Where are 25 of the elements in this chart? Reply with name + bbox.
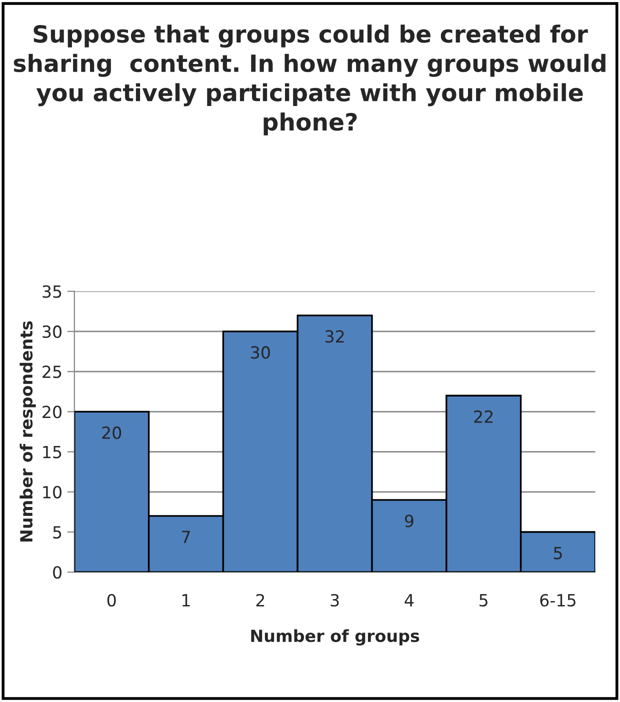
x-axis-title: Number of groups bbox=[251, 629, 420, 646]
y-tick-label: 30 bbox=[42, 325, 62, 338]
x-tick-label: 6-15 bbox=[540, 594, 576, 607]
y-tick-label: 5 bbox=[53, 526, 62, 539]
x-tick-label: 4 bbox=[404, 594, 414, 606]
y-axis-title: Number of respondents bbox=[20, 321, 36, 542]
y-tick-label: 35 bbox=[42, 285, 62, 298]
data-label: 32 bbox=[325, 330, 344, 343]
x-tick-label: 1 bbox=[182, 594, 190, 606]
data-label: 7 bbox=[182, 530, 190, 544]
data-label: 30 bbox=[251, 346, 270, 359]
chart-title: Suppose that groups could be created for sharing content. In how many groups would you actively participate with your mobile phone? bbox=[14, 24, 606, 136]
y-tick-label: 15 bbox=[43, 446, 62, 458]
data-label: 9 bbox=[404, 514, 414, 528]
x-tick-label: 3 bbox=[330, 594, 339, 607]
y-tick-label: 10 bbox=[43, 486, 62, 498]
x-tick-label: 2 bbox=[256, 594, 264, 606]
data-label: 5 bbox=[554, 546, 562, 560]
data-label: 20 bbox=[102, 426, 122, 439]
y-tick-label: 20 bbox=[42, 406, 62, 418]
y-tick-label: 0 bbox=[53, 566, 62, 579]
x-tick-label: 5 bbox=[480, 594, 488, 607]
y-tick-label: 25 bbox=[42, 366, 62, 378]
data-label: 22 bbox=[474, 410, 493, 423]
x-tick-label: 0 bbox=[107, 594, 116, 607]
